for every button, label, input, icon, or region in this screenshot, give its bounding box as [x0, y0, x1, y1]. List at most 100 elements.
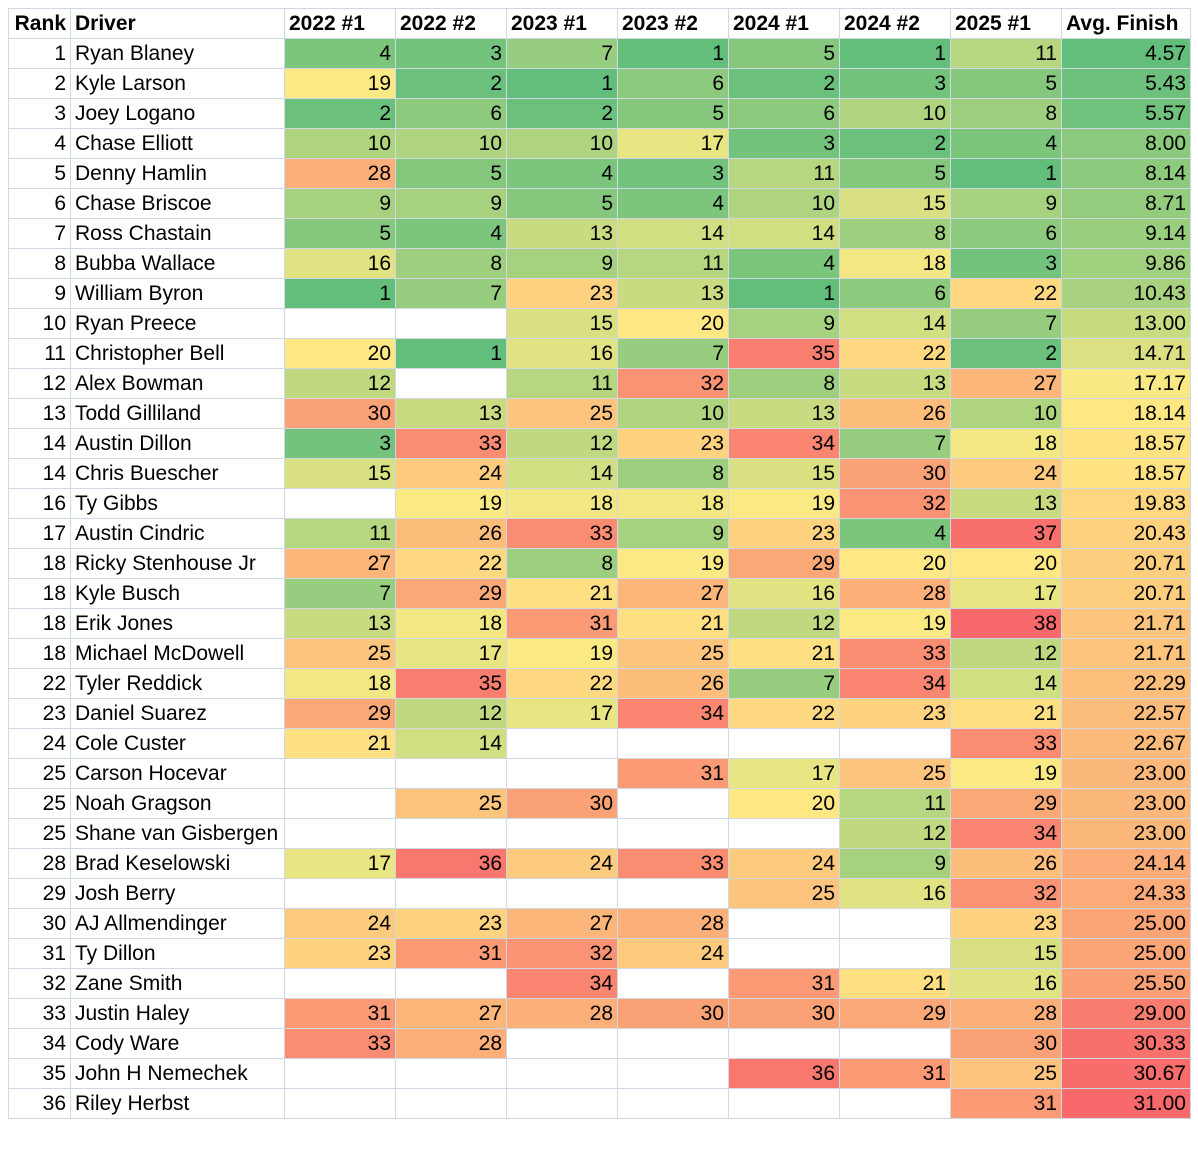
finish-cell: 28 — [950, 998, 1062, 1029]
driver-cell: Michael McDowell — [70, 638, 285, 669]
finish-cell: 16 — [284, 248, 396, 279]
rank-cell: 6 — [8, 188, 71, 219]
driver-cell: John H Nemechek — [70, 1058, 285, 1089]
rank-cell: 18 — [8, 638, 71, 669]
finish-cell: 25 — [506, 398, 618, 429]
finish-cell: 3 — [395, 38, 507, 69]
table-row: 2 Kyle Larson 19 2 1 6 2 3 5 5.43 — [8, 68, 1191, 99]
finish-cell: 9 — [284, 188, 396, 219]
finish-cell: 27 — [950, 368, 1062, 399]
rank-cell: 10 — [8, 308, 71, 339]
finish-cell: 18 — [506, 488, 618, 519]
rank-cell: 14 — [8, 428, 71, 459]
finish-cell: 19 — [506, 638, 618, 669]
driver-cell: Joey Logano — [70, 98, 285, 129]
finish-cell: 23 — [617, 428, 729, 459]
finish-cell: 35 — [395, 668, 507, 699]
finish-cell: 16 — [839, 878, 951, 909]
finish-cell: 3 — [950, 248, 1062, 279]
finish-cell: 11 — [617, 248, 729, 279]
finish-cell: 34 — [728, 428, 840, 459]
finish-cell: 12 — [395, 698, 507, 729]
finish-cell: 23 — [839, 698, 951, 729]
finish-cell — [617, 968, 729, 999]
table-row: 13 Todd Gilliland 30 13 25 10 13 26 10 18.14 — [8, 398, 1191, 429]
finish-cell: 13 — [395, 398, 507, 429]
finish-cell: 30 — [728, 998, 840, 1029]
finish-cell: 7 — [617, 338, 729, 369]
finish-cell — [728, 1088, 840, 1119]
finish-cell: 14 — [617, 218, 729, 249]
avg-finish-cell: 21.71 — [1061, 638, 1191, 669]
finish-cell — [617, 788, 729, 819]
finish-cell: 6 — [728, 98, 840, 129]
finish-cell — [506, 1028, 618, 1059]
finish-cell: 19 — [728, 488, 840, 519]
driver-cell: Noah Gragson — [70, 788, 285, 819]
finish-cell: 3 — [617, 158, 729, 189]
finish-cell: 29 — [728, 548, 840, 579]
finish-cell: 11 — [839, 788, 951, 819]
avg-finish-cell: 20.43 — [1061, 518, 1191, 549]
rank-cell: 9 — [8, 278, 71, 309]
finish-cell: 34 — [950, 818, 1062, 849]
finish-cell — [839, 728, 951, 759]
finish-cell: 29 — [284, 698, 396, 729]
finish-cell: 2 — [506, 98, 618, 129]
avg-finish-cell: 19.83 — [1061, 488, 1191, 519]
finish-cell: 18 — [395, 608, 507, 639]
rank-cell: 28 — [8, 848, 71, 879]
finish-cell: 20 — [284, 338, 396, 369]
table-row: 25 Shane van Gisbergen 12 34 23.00 — [8, 818, 1191, 849]
finish-cell: 4 — [728, 248, 840, 279]
finish-cell: 10 — [950, 398, 1062, 429]
finish-cell: 33 — [839, 638, 951, 669]
finish-cell: 20 — [617, 308, 729, 339]
avg-finish-cell: 23.00 — [1061, 758, 1191, 789]
avg-finish-cell: 4.57 — [1061, 38, 1191, 69]
finish-cell: 1 — [395, 338, 507, 369]
column-header-race: 2023 #1 — [506, 8, 618, 39]
finish-cell: 15 — [839, 188, 951, 219]
finish-cell: 3 — [839, 68, 951, 99]
finish-cell: 18 — [839, 248, 951, 279]
avg-finish-cell: 22.67 — [1061, 728, 1191, 759]
table-row: 7 Ross Chastain 5 4 13 14 14 8 6 9.14 — [8, 218, 1191, 249]
finish-cell: 32 — [617, 368, 729, 399]
finish-cell: 17 — [284, 848, 396, 879]
finish-cell: 36 — [728, 1058, 840, 1089]
finish-cell — [284, 488, 396, 519]
avg-finish-cell: 22.57 — [1061, 698, 1191, 729]
finish-cell: 30 — [506, 788, 618, 819]
finish-cell — [506, 818, 618, 849]
finish-cell: 4 — [950, 128, 1062, 159]
finish-cell: 19 — [284, 68, 396, 99]
finish-cell — [284, 758, 396, 789]
table-row: 32 Zane Smith 34 31 21 16 25.50 — [8, 968, 1191, 999]
avg-finish-cell: 17.17 — [1061, 368, 1191, 399]
finish-cell: 5 — [284, 218, 396, 249]
driver-cell: Todd Gilliland — [70, 398, 285, 429]
driver-cell: Chase Elliott — [70, 128, 285, 159]
driver-cell: Shane van Gisbergen — [70, 818, 285, 849]
table-row: 17 Austin Cindric 11 26 33 9 23 4 37 20.43 — [8, 518, 1191, 549]
avg-finish-cell: 20.71 — [1061, 578, 1191, 609]
finish-cell: 9 — [950, 188, 1062, 219]
finish-cell: 19 — [617, 548, 729, 579]
finish-cell: 31 — [506, 608, 618, 639]
rank-cell: 5 — [8, 158, 71, 189]
finish-cell: 22 — [506, 668, 618, 699]
rank-cell: 3 — [8, 98, 71, 129]
avg-finish-cell: 20.71 — [1061, 548, 1191, 579]
finish-cell: 29 — [395, 578, 507, 609]
finish-cell: 1 — [950, 158, 1062, 189]
finish-cell: 28 — [395, 1028, 507, 1059]
finish-cell: 11 — [284, 518, 396, 549]
avg-finish-cell: 14.71 — [1061, 338, 1191, 369]
rank-cell: 12 — [8, 368, 71, 399]
finish-cell: 4 — [839, 518, 951, 549]
finish-cell: 14 — [506, 458, 618, 489]
table-row: 24 Cole Custer 21 14 33 22.67 — [8, 728, 1191, 759]
table-row: 6 Chase Briscoe 9 9 5 4 10 15 9 8.71 — [8, 188, 1191, 219]
finish-cell: 28 — [617, 908, 729, 939]
